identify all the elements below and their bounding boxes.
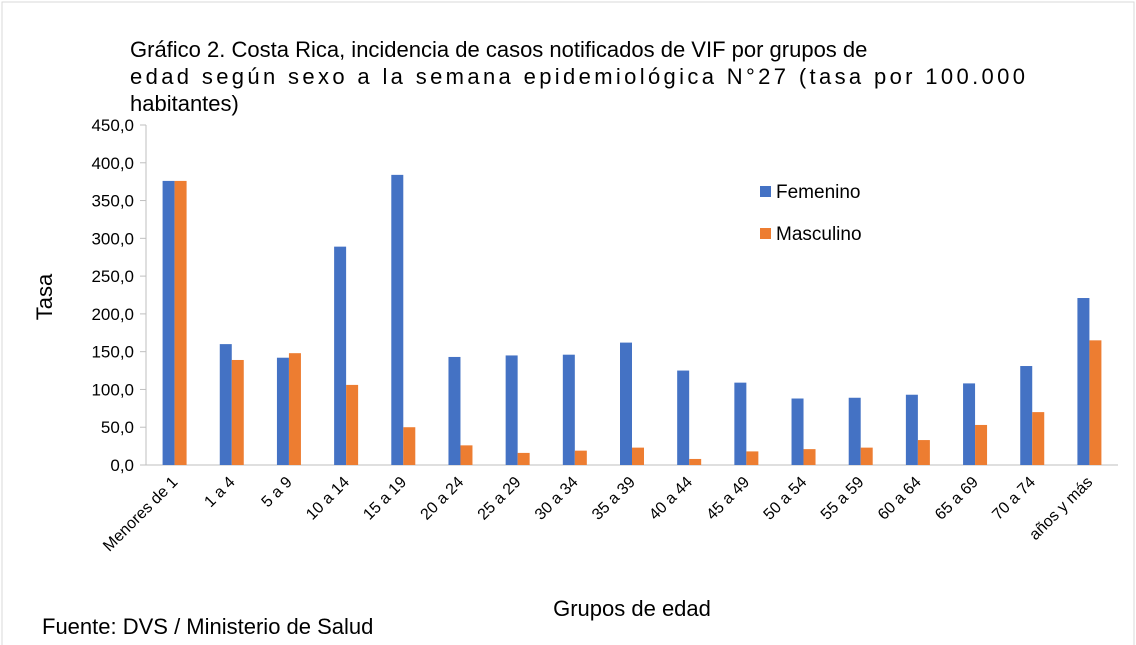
x-tick-label: 10 a 14 (303, 474, 353, 524)
bar (677, 370, 690, 465)
chart-title: edad según sexo a la semana epidemiológi… (130, 64, 1025, 89)
x-tick-label: 60 a 64 (875, 474, 925, 524)
chart-title: Gráfico 2. Costa Rica, incidencia de cas… (130, 37, 867, 62)
y-tick-label: 150,0 (91, 343, 134, 362)
x-tick-label: 25 a 29 (475, 474, 525, 524)
legend-swatch (760, 186, 771, 197)
x-tick-label: 50 a 54 (761, 474, 811, 524)
y-axis-label: Tasa (32, 273, 57, 320)
x-tick-label: 35 a 39 (589, 474, 639, 524)
bar (1089, 340, 1102, 465)
bar (975, 424, 988, 465)
bar (219, 344, 232, 465)
x-tick-label: 5 a 9 (259, 474, 296, 511)
y-tick-label: 100,0 (91, 380, 134, 399)
bar (689, 458, 702, 465)
x-tick-label: Menores de 1 (100, 474, 181, 555)
y-tick-label: 200,0 (91, 305, 134, 324)
x-tick-label: 30 a 34 (532, 474, 582, 524)
y-tick-label: 250,0 (91, 267, 134, 286)
bar (1020, 366, 1033, 465)
bar (963, 383, 976, 465)
bar (448, 356, 461, 465)
bar (174, 180, 187, 465)
bar (562, 354, 575, 465)
bar (791, 398, 804, 465)
x-axis-label: Grupos de edad (553, 596, 711, 621)
bar (632, 447, 644, 465)
legend-label: Femenino (776, 182, 861, 203)
x-tick-label: 1 a 4 (201, 474, 238, 511)
x-tick-label: 55 a 59 (818, 474, 868, 524)
bar (346, 384, 359, 465)
bar (734, 382, 747, 465)
y-tick-label: 350,0 (91, 192, 134, 211)
bar (574, 450, 587, 465)
x-tick-label: 40 a 44 (646, 474, 696, 524)
bar (848, 397, 861, 465)
bar (288, 353, 301, 465)
bar (334, 246, 347, 465)
x-tick-label: 45 a 49 (703, 474, 753, 524)
y-tick-label: 50,0 (101, 418, 134, 437)
x-tick-label: 70 a 74 (989, 474, 1039, 524)
source: Fuente: DVS / Ministerio de Salud (42, 614, 373, 639)
bar (803, 449, 816, 465)
bar (746, 451, 759, 465)
bar (905, 394, 918, 465)
x-tick-label: 65 a 69 (932, 474, 982, 524)
y-tick-label: 400,0 (91, 154, 134, 173)
bar (231, 359, 244, 465)
bar (505, 355, 518, 465)
y-tick-label: 0,0 (110, 456, 134, 475)
bar (1077, 298, 1090, 465)
bar (860, 447, 873, 465)
bar (620, 342, 632, 465)
x-tick-label: 15 a 19 (360, 474, 410, 524)
bar (403, 427, 416, 465)
y-tick-label: 300,0 (91, 229, 134, 248)
bar (1032, 412, 1045, 465)
y-tick-label: 450,0 (91, 116, 134, 135)
bar (391, 174, 404, 465)
bar (276, 357, 289, 465)
x-tick-label: 20 a 24 (418, 474, 468, 524)
bar (162, 180, 175, 465)
bar (460, 445, 473, 465)
bar (917, 440, 930, 465)
bar (517, 452, 530, 465)
legend-label: Masculino (776, 224, 862, 245)
chart-title: habitantes) (130, 91, 239, 116)
legend-swatch (760, 228, 771, 239)
